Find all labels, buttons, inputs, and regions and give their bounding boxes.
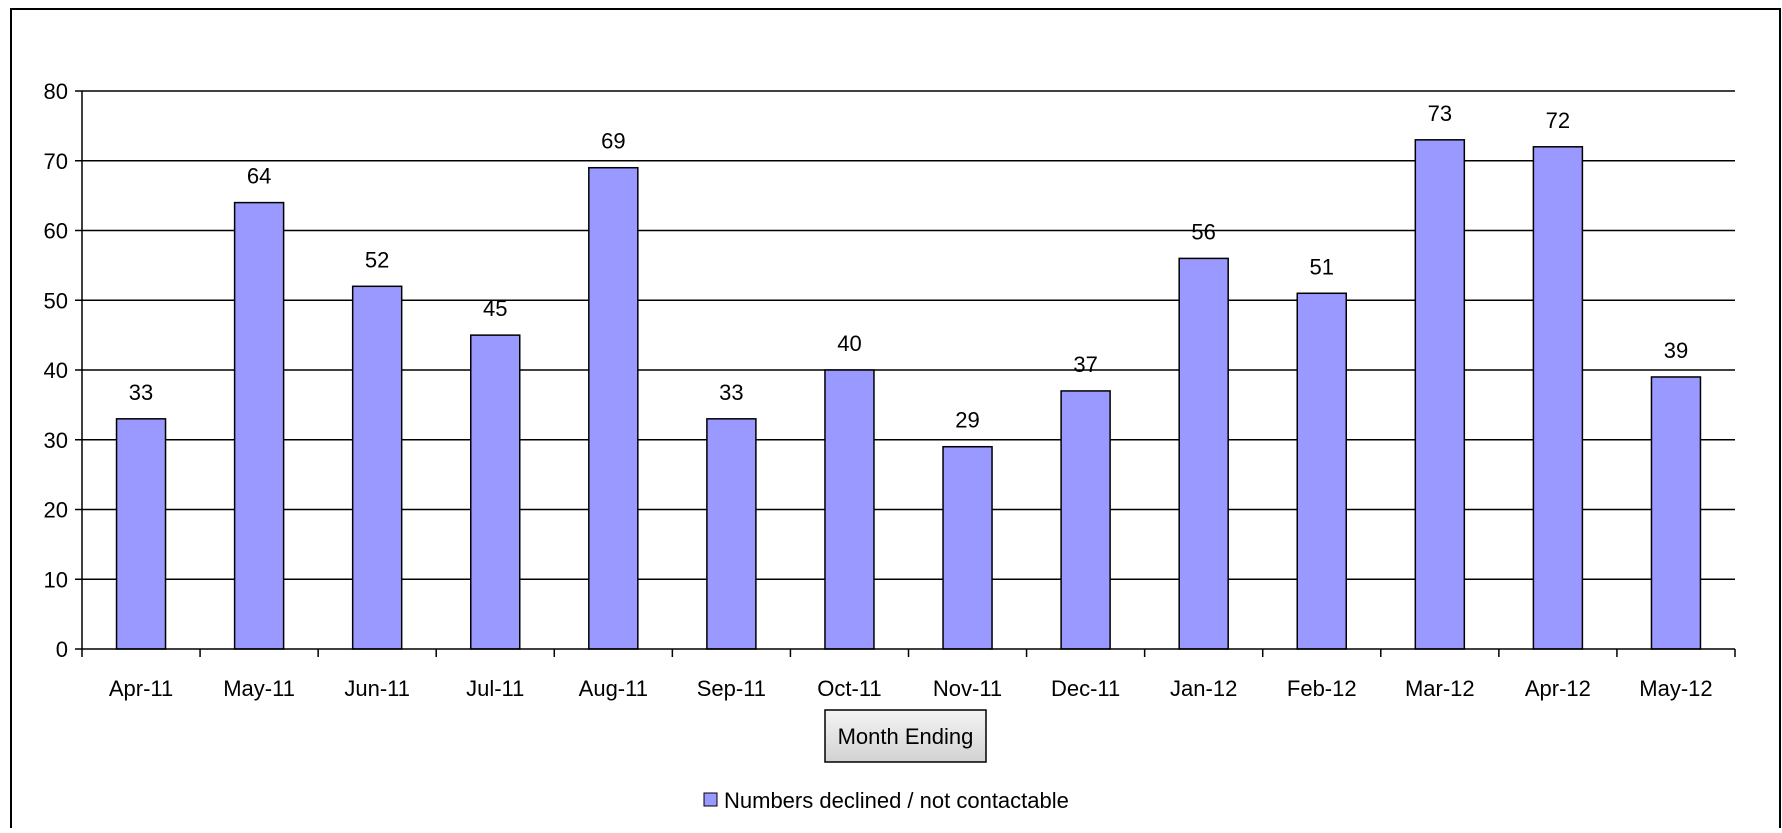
x-tick-labels: Apr-11 May-11 Jun-11 Jul-11 Aug-11 Sep-11 Oct-… bbox=[109, 676, 1713, 701]
bar-aug-11 bbox=[588, 166, 639, 650]
bar-dec-11 bbox=[1060, 390, 1111, 650]
chart-border bbox=[10, 8, 1781, 833]
data-label-sep-11: 33 bbox=[719, 380, 743, 405]
bar-jan-12 bbox=[1178, 257, 1229, 650]
data-label-apr-12: 72 bbox=[1546, 108, 1570, 133]
bar-feb-12 bbox=[1296, 292, 1347, 650]
data-label-mar-12: 73 bbox=[1428, 101, 1452, 126]
y-tick-label: 40 bbox=[44, 358, 68, 383]
x-tick-label-oct-11: Oct-11 bbox=[817, 676, 881, 701]
data-label-feb-12: 51 bbox=[1310, 254, 1334, 279]
data-label-oct-11: 40 bbox=[837, 331, 861, 356]
data-label-dec-11: 37 bbox=[1073, 352, 1097, 377]
y-tick-label: 20 bbox=[44, 498, 68, 523]
data-label-may-12: 39 bbox=[1664, 338, 1688, 363]
y-tick-label: 10 bbox=[44, 567, 68, 592]
x-axis-title-text: Month Ending bbox=[838, 724, 974, 749]
data-label-apr-11: 33 bbox=[129, 380, 153, 405]
bar-apr-11 bbox=[115, 418, 167, 650]
data-label-jun-11: 52 bbox=[365, 247, 389, 272]
x-tick-label-dec-11: Dec-11 bbox=[1051, 676, 1120, 701]
y-tick-label: 50 bbox=[44, 288, 68, 313]
x-tick-label-apr-12: Apr-12 bbox=[1525, 676, 1591, 701]
bar-oct-11 bbox=[824, 369, 875, 650]
data-label-nov-11: 29 bbox=[955, 408, 979, 433]
bar-may-12 bbox=[1650, 376, 1702, 650]
x-tick-label-apr-11: Apr-11 bbox=[109, 676, 173, 701]
x-tick-label-aug-11: Aug-11 bbox=[579, 676, 648, 701]
y-tick-label: 70 bbox=[44, 149, 68, 174]
x-tick-label-may-11: May-11 bbox=[223, 676, 295, 701]
x-tick-label-may-12: May-12 bbox=[1639, 676, 1712, 701]
bar-jul-11 bbox=[470, 334, 521, 650]
x-tick-label-jul-11: Jul-11 bbox=[466, 676, 524, 701]
x-tick-label-mar-12: Mar-12 bbox=[1405, 676, 1475, 701]
x-tick-label-nov-11: Nov-11 bbox=[933, 676, 1002, 701]
x-tick-label-jan-12: Jan-12 bbox=[1170, 676, 1237, 701]
data-label-jul-11: 45 bbox=[483, 296, 507, 321]
axes bbox=[75, 90, 1736, 657]
bar-may-11 bbox=[233, 201, 285, 650]
data-labels: 33 64 52 45 69 33 40 29 37 56 51 73 72 39 bbox=[129, 101, 1688, 433]
legend-label: Numbers declined / not contactable bbox=[724, 788, 1069, 813]
y-tick-label: 0 bbox=[56, 637, 68, 662]
legend: Numbers declined / not contactable bbox=[703, 788, 1069, 813]
bar-nov-11 bbox=[942, 445, 993, 650]
y-tick-label: 30 bbox=[44, 428, 68, 453]
bar-apr-12 bbox=[1532, 146, 1584, 650]
bar-mar-12 bbox=[1414, 139, 1466, 650]
x-tick-label-feb-12: Feb-12 bbox=[1287, 676, 1357, 701]
y-tick-label: 60 bbox=[44, 219, 68, 244]
x-axis-title: Month Ending bbox=[824, 709, 987, 763]
data-label-jan-12: 56 bbox=[1191, 219, 1215, 244]
data-label-may-11: 64 bbox=[247, 164, 271, 189]
bar-sep-11 bbox=[706, 418, 757, 650]
x-axis-title-box bbox=[824, 709, 987, 763]
y-tick-labels: 0 10 20 30 40 50 60 70 80 bbox=[44, 79, 68, 662]
data-label-aug-11: 69 bbox=[601, 129, 625, 154]
x-tick-label-jun-11: Jun-11 bbox=[344, 676, 410, 701]
x-tick-label-sep-11: Sep-11 bbox=[697, 676, 766, 701]
bars bbox=[115, 139, 1702, 650]
y-tick-label: 80 bbox=[44, 79, 68, 104]
bar-jun-11 bbox=[351, 285, 403, 650]
legend-swatch bbox=[703, 792, 718, 807]
